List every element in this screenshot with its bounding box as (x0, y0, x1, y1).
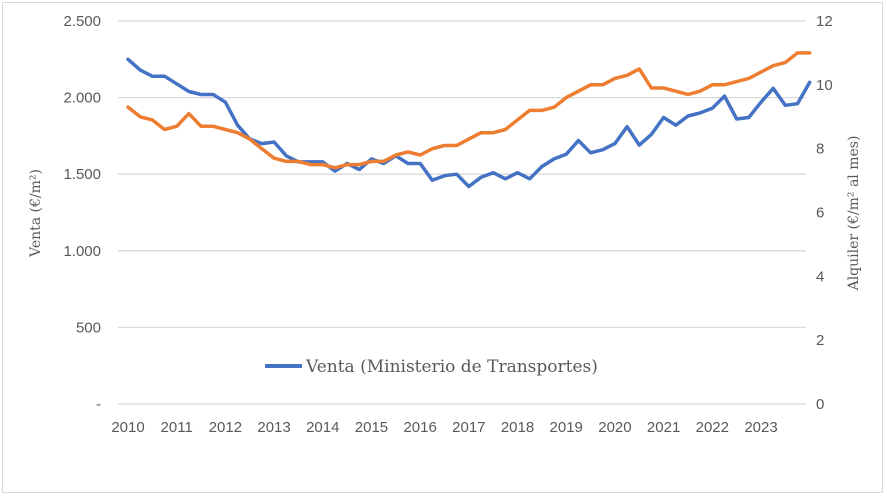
y-tick-left-label: - (96, 396, 101, 413)
x-tick-label: 2016 (403, 419, 436, 436)
x-tick-label: 2011 (161, 419, 193, 436)
y-tick-left-label: 2.000 (63, 90, 101, 107)
y-axis-left-title: Venta (€/m²) (28, 169, 44, 258)
x-tick-label: 2015 (355, 419, 388, 436)
y-tick-right-label: 10 (816, 77, 833, 94)
x-tick-label: 2020 (598, 419, 631, 436)
series-line-venta (126, 57, 812, 189)
gridlines (118, 20, 806, 405)
x-tick-label: 2012 (209, 419, 242, 436)
x-tick-label: 2018 (501, 419, 534, 436)
x-tick-label: 2022 (696, 419, 729, 436)
y-tick-left-label: 500 (76, 319, 101, 336)
y-axis-right-title: Alquiler (€/m² al mes) (846, 136, 862, 292)
y-tick-right-label: 4 (816, 268, 824, 285)
y-axis-right: 0 2 4 6 8 10 12 (816, 13, 833, 413)
x-tick-label: 2023 (744, 419, 777, 436)
y-tick-left-label: 1.000 (63, 243, 101, 260)
x-tick-label: 2013 (257, 419, 290, 436)
y-tick-right-label: 12 (816, 13, 833, 30)
y-tick-right-label: 6 (816, 205, 824, 222)
x-tick-label: 2010 (111, 419, 144, 436)
y-tick-left-label: 2.500 (63, 13, 101, 30)
y-axis-left: - 500 1.000 1.500 2.000 2.500 (63, 13, 101, 413)
x-tick-label: 2021 (647, 419, 680, 436)
x-tick-label: 2017 (452, 419, 485, 436)
x-tick-label: 2019 (550, 419, 583, 436)
y-tick-left-label: 1.500 (63, 166, 101, 183)
series-line-alquiler (126, 51, 812, 170)
y-tick-right-label: 2 (816, 332, 824, 349)
y-tick-right-label: 0 (816, 396, 824, 413)
legend: Venta (Ministerio de Transportes) (265, 357, 598, 377)
x-tick-label: 2014 (306, 419, 339, 436)
x-axis: 2010 2011 2012 2013 2014 2015 2016 2017 2018 2019… (111, 419, 777, 436)
series-lines (126, 51, 812, 189)
y-tick-right-label: 8 (816, 141, 824, 158)
legend-label-venta: Venta (Ministerio de Transportes) (305, 357, 598, 377)
